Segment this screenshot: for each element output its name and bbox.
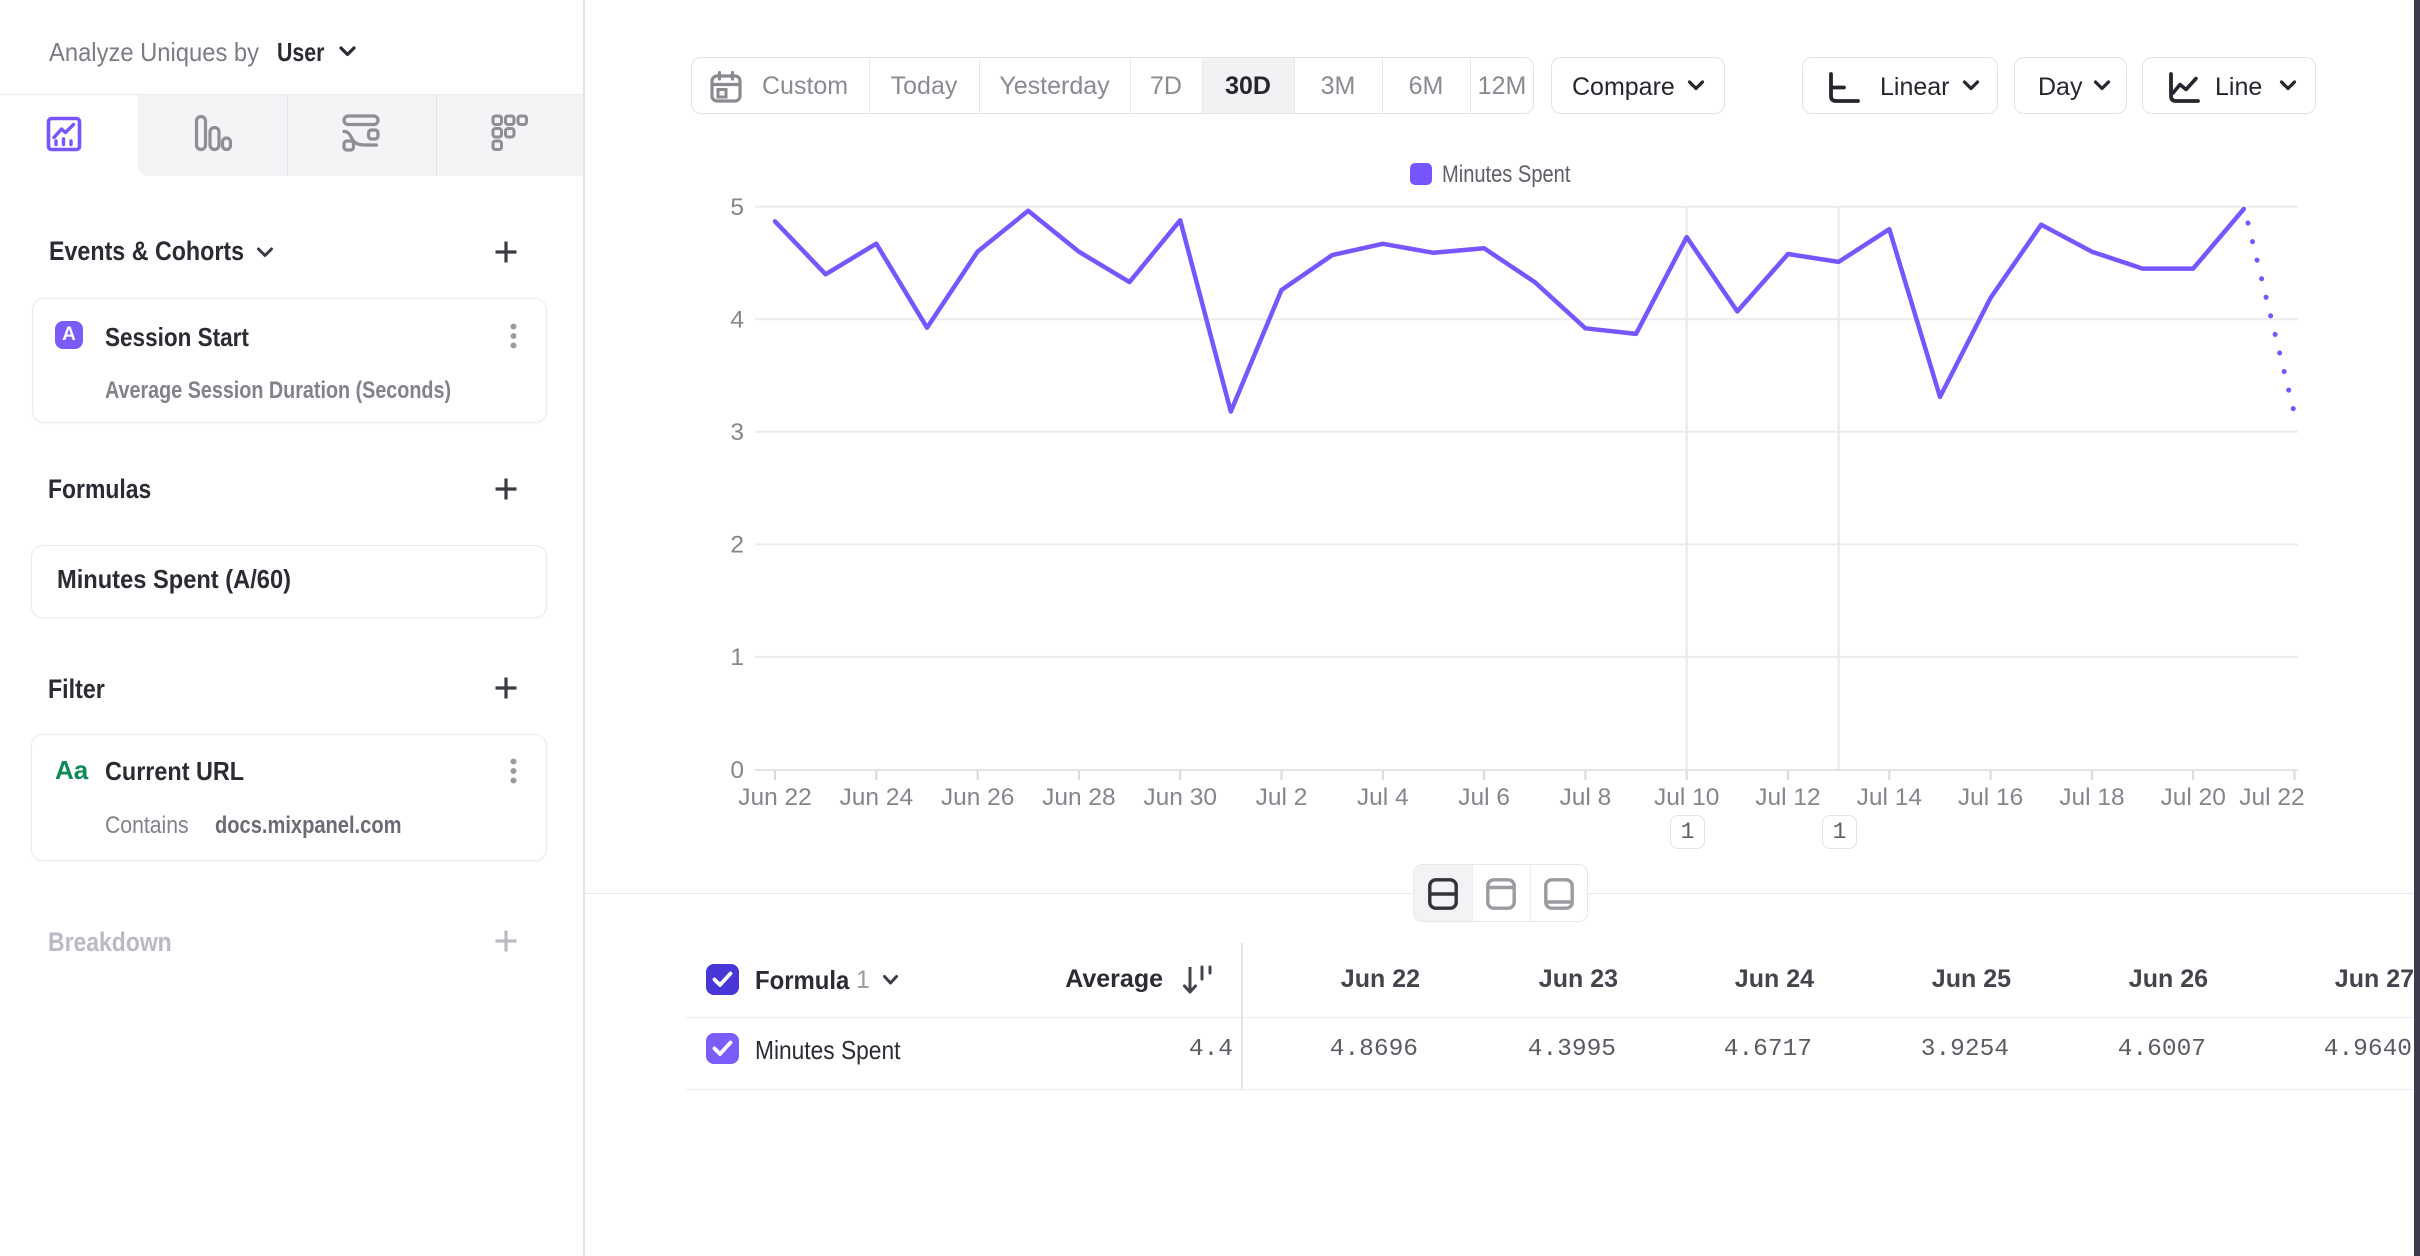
svg-text:Jul 10: Jul 10 xyxy=(1654,784,1719,811)
svg-text:1: 1 xyxy=(730,644,744,671)
svg-text:Jun 28: Jun 28 xyxy=(1042,784,1116,811)
svg-text:Jul 6: Jul 6 xyxy=(1458,784,1510,811)
svg-text:Jul 14: Jul 14 xyxy=(1857,784,1922,811)
svg-text:Jun 22: Jun 22 xyxy=(738,784,812,811)
svg-text:5: 5 xyxy=(730,194,744,221)
svg-text:2: 2 xyxy=(730,532,744,559)
svg-text:Jun 30: Jun 30 xyxy=(1143,784,1217,811)
svg-text:Jul 12: Jul 12 xyxy=(1755,784,1820,811)
svg-text:Jul 20: Jul 20 xyxy=(2161,784,2226,811)
svg-text:Jul 2: Jul 2 xyxy=(1256,784,1308,811)
svg-text:Jun 26: Jun 26 xyxy=(941,784,1015,811)
svg-text:Jun 24: Jun 24 xyxy=(840,784,914,811)
svg-text:3: 3 xyxy=(730,419,744,446)
svg-text:Jul 8: Jul 8 xyxy=(1560,784,1612,811)
svg-text:Jul 22: Jul 22 xyxy=(2239,784,2304,811)
svg-text:Jul 18: Jul 18 xyxy=(2059,784,2124,811)
svg-text:4: 4 xyxy=(730,307,744,334)
svg-text:0: 0 xyxy=(730,757,744,784)
svg-text:Jul 4: Jul 4 xyxy=(1357,784,1409,811)
svg-text:Jul 16: Jul 16 xyxy=(1958,784,2023,811)
